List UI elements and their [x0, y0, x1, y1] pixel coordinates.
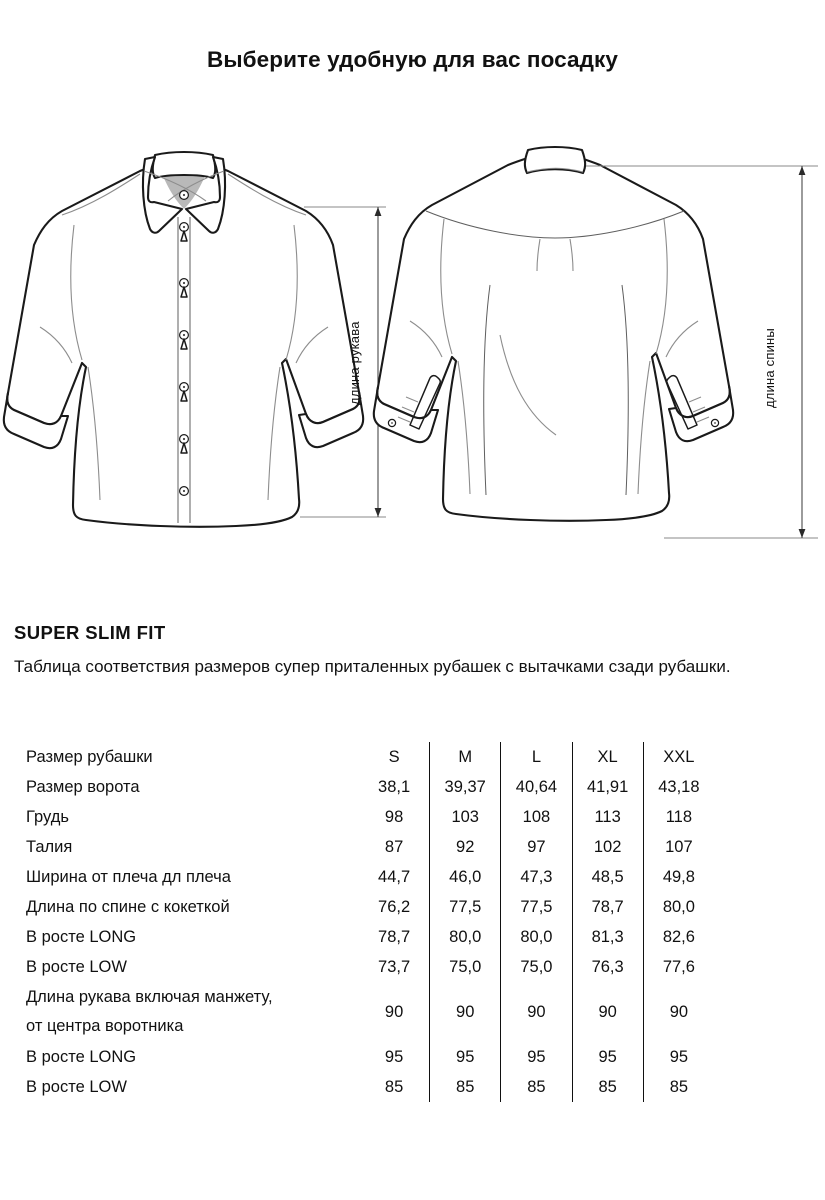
- row-value: 95: [642, 1042, 714, 1072]
- row-value: 41,91: [571, 772, 644, 802]
- table-row: Длина по спине с кокеткой 76,2 77,5 77,5…: [14, 892, 714, 922]
- row-label: Ширина от плеча дл плеча: [26, 867, 231, 886]
- row-value: 90: [642, 982, 714, 1042]
- header-size-m: M: [429, 742, 501, 772]
- row-value: 85: [384, 1077, 404, 1096]
- row-value: 78,7: [571, 892, 644, 922]
- row-value: 95: [429, 1042, 501, 1072]
- row-value: 103: [429, 802, 501, 832]
- row-label: В росте LOW: [26, 957, 127, 976]
- row-value: 107: [642, 832, 714, 862]
- table-row: Грудь 98 103 108 113 118: [14, 802, 714, 832]
- row-value: 85: [642, 1072, 714, 1102]
- row-value: 39,37: [429, 772, 501, 802]
- page-title: Выберите удобную для вас посадку: [206, 47, 619, 72]
- table-header-row: Размер рубашки S M L XL XXL: [14, 742, 714, 772]
- table-row: В росте LONG 78,7 80,0 80,0 81,3 82,6: [14, 922, 714, 952]
- size-table-body: Размер ворота 38,1 39,37 40,64 41,91 43,…: [14, 772, 714, 1102]
- table-row: В росте LOW 73,7 75,0 75,0 76,3 77,6: [14, 952, 714, 982]
- table-row: В росте LONG 95 95 95 95 95: [14, 1042, 714, 1072]
- row-label: В росте LOW: [26, 1077, 127, 1096]
- header-size-s: S: [388, 747, 400, 766]
- row-value: 77,6: [642, 952, 714, 982]
- front-buttons: [179, 189, 190, 497]
- row-value: 95: [384, 1047, 404, 1066]
- row-label: В росте LONG: [26, 1047, 137, 1066]
- row-value: 95: [500, 1042, 573, 1072]
- row-label-line-2: от центра воротника: [26, 1017, 184, 1035]
- row-value: 75,0: [500, 952, 573, 982]
- row-value: 43,18: [642, 772, 714, 802]
- size-table: Размер рубашки S M L XL XXL Размер ворот…: [14, 742, 714, 1102]
- row-value: 47,3: [500, 862, 573, 892]
- table-row: Размер ворота 38,1 39,37 40,64 41,91 43,…: [14, 772, 714, 802]
- row-value: 97: [500, 832, 573, 862]
- row-value: 90: [384, 1002, 404, 1021]
- row-value: 85: [429, 1072, 501, 1102]
- row-value: 77,5: [429, 892, 501, 922]
- fit-description: Таблица соответствия размеров супер прит…: [14, 657, 731, 676]
- back-length-label: длина спины: [762, 328, 777, 408]
- shirt-technical-drawings: .ol { fill:#ffffff; stroke:#1a1a1a; stro…: [2, 145, 818, 539]
- size-table-container: Размер рубашки S M L XL XXL Размер ворот…: [14, 742, 714, 1102]
- row-value: 40,64: [500, 772, 573, 802]
- header-size-xl: XL: [571, 742, 644, 772]
- row-value: 90: [500, 982, 573, 1042]
- table-row: Талия 87 92 97 102 107: [14, 832, 714, 862]
- row-value: 87: [384, 837, 404, 856]
- row-value: 80,0: [500, 922, 573, 952]
- header-size-l: L: [500, 742, 573, 772]
- row-value: 92: [429, 832, 501, 862]
- row-value: 78,7: [378, 927, 411, 946]
- header-measurement-label: Размер рубашки: [26, 747, 153, 766]
- row-value: 76,2: [378, 897, 411, 916]
- row-value: 73,7: [378, 957, 411, 976]
- row-value: 90: [429, 982, 501, 1042]
- row-value: 44,7: [378, 867, 411, 886]
- row-value: 118: [642, 802, 714, 832]
- sleeve-length-dimension: [300, 206, 386, 518]
- row-value: 95: [571, 1042, 644, 1072]
- row-value: 80,0: [429, 922, 501, 952]
- row-label: В росте LONG: [26, 927, 137, 946]
- back-length-dimension: [586, 165, 818, 539]
- row-value: 85: [500, 1072, 573, 1102]
- row-label-line-1: Длина рукава включая манжету,: [26, 988, 273, 1006]
- shirt-front-illustration: [2, 150, 386, 528]
- row-value: 76,3: [571, 952, 644, 982]
- row-value: 102: [571, 832, 644, 862]
- table-row: Длина рукава включая манжету, от центра …: [14, 982, 714, 1042]
- shirt-back-illustration: [372, 145, 818, 539]
- fit-heading: SUPER SLIM FIT: [14, 622, 166, 643]
- table-row: В росте LOW 85 85 85 85 85: [14, 1072, 714, 1102]
- row-label: Длина по спине с кокеткой: [26, 897, 230, 916]
- sleeve-length-label: длина рукава: [347, 321, 362, 405]
- row-value: 77,5: [500, 892, 573, 922]
- header-size-xxl: XXL: [642, 742, 714, 772]
- row-value: 49,8: [642, 862, 714, 892]
- row-value: 48,5: [571, 862, 644, 892]
- row-value: 80,0: [642, 892, 714, 922]
- row-value: 85: [571, 1072, 644, 1102]
- row-value: 90: [571, 982, 644, 1042]
- row-label: Талия: [26, 837, 73, 856]
- illustration-area: .ol { fill:#ffffff; stroke:#1a1a1a; stro…: [0, 105, 825, 565]
- row-label: Грудь: [26, 807, 69, 826]
- row-value: 81,3: [571, 922, 644, 952]
- table-row: Ширина от плеча дл плеча 44,7 46,0 47,3 …: [14, 862, 714, 892]
- size-table-head: Размер рубашки S M L XL XXL: [14, 742, 714, 772]
- row-value: 108: [500, 802, 573, 832]
- row-value: 46,0: [429, 862, 501, 892]
- row-value: 75,0: [429, 952, 501, 982]
- row-label: Размер ворота: [26, 777, 140, 796]
- row-value: 38,1: [378, 777, 411, 796]
- row-label: Длина рукава включая манжету, от центра …: [14, 982, 359, 1042]
- row-value: 82,6: [642, 922, 714, 952]
- row-value: 98: [384, 807, 404, 826]
- row-value: 113: [571, 802, 644, 832]
